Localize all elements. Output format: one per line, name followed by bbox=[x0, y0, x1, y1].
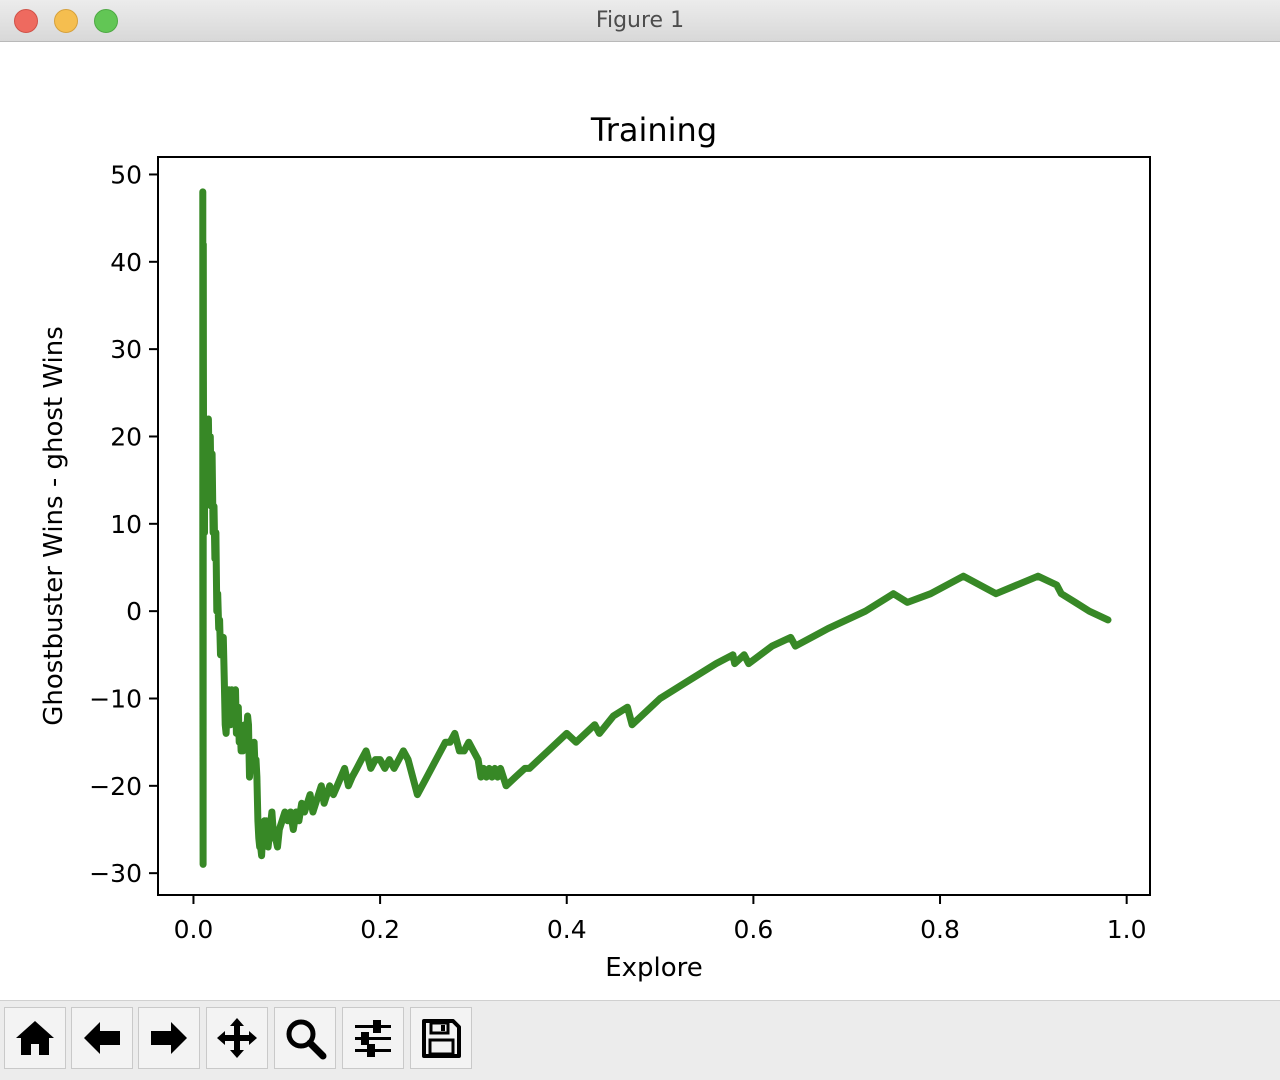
window-title: Figure 1 bbox=[595, 8, 685, 33]
sliders-icon bbox=[355, 1020, 391, 1057]
arrow-left-icon bbox=[84, 1022, 120, 1054]
maximize-window-button[interactable] bbox=[94, 9, 118, 33]
forward-button[interactable] bbox=[138, 1007, 200, 1069]
x-tick-label: 0.0 bbox=[174, 915, 214, 944]
home-button[interactable] bbox=[4, 1007, 66, 1069]
save-button[interactable] bbox=[410, 1007, 472, 1069]
y-tick-label: 0 bbox=[126, 597, 142, 626]
navigation-toolbar bbox=[0, 1000, 1280, 1080]
y-tick-label: 20 bbox=[110, 422, 142, 451]
home-icon bbox=[16, 1021, 54, 1055]
x-axis: 0.0 0.2 0.4 0.6 0.8 1.0 bbox=[174, 895, 1147, 944]
pan-button[interactable] bbox=[206, 1007, 268, 1069]
y-axis-label: Ghostbuster Wins - ghost Wins bbox=[39, 326, 69, 726]
x-tick-label: 1.0 bbox=[1107, 915, 1147, 944]
magnifier-icon bbox=[286, 1019, 327, 1060]
zoom-button[interactable] bbox=[274, 1007, 336, 1069]
arrow-right-icon bbox=[151, 1022, 187, 1054]
y-tick-label: −20 bbox=[89, 772, 142, 801]
x-tick-label: 0.2 bbox=[360, 915, 400, 944]
plot-frame bbox=[157, 156, 1151, 896]
configure-subplots-button[interactable] bbox=[342, 1007, 404, 1069]
x-axis-label: Explore bbox=[605, 953, 703, 983]
minimize-window-button[interactable] bbox=[54, 9, 78, 33]
y-tick-label: 10 bbox=[110, 510, 142, 539]
figure-canvas: Training −30 −20 −10 0 10 20 30 40 50 0.0 0.2 0.4 0… bbox=[0, 42, 1280, 1000]
x-tick-label: 0.6 bbox=[734, 915, 774, 944]
x-tick-label: 0.4 bbox=[547, 915, 587, 944]
y-tick-label: 50 bbox=[110, 160, 142, 189]
y-axis: −30 −20 −10 0 10 20 30 40 50 bbox=[89, 160, 158, 888]
move-icon bbox=[217, 1018, 257, 1058]
x-tick-label: 0.8 bbox=[920, 915, 960, 944]
series-line bbox=[199, 188, 1112, 868]
back-button[interactable] bbox=[71, 1007, 133, 1069]
floppy-disk-icon bbox=[422, 1019, 461, 1058]
y-tick-label: 40 bbox=[110, 248, 142, 277]
close-window-button[interactable] bbox=[14, 9, 38, 33]
y-tick-label: −10 bbox=[89, 684, 142, 713]
chart-title: Training bbox=[590, 111, 717, 149]
y-tick-label: −30 bbox=[89, 859, 142, 888]
y-tick-label: 30 bbox=[110, 335, 142, 364]
window-titlebar: Figure 1 bbox=[0, 0, 1280, 42]
